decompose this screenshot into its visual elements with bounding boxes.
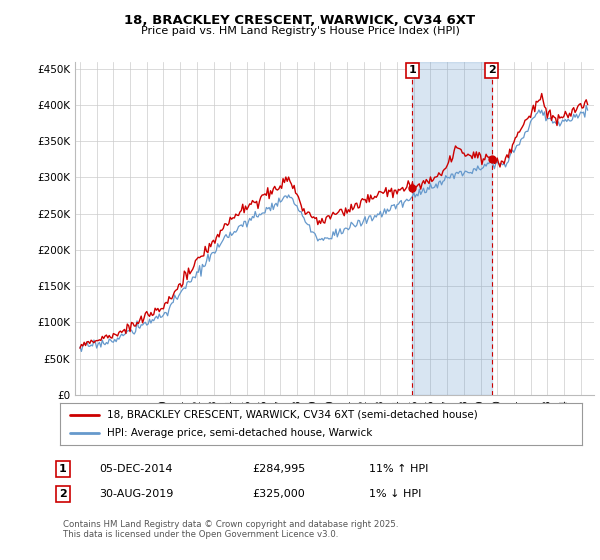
Text: 1% ↓ HPI: 1% ↓ HPI	[369, 489, 421, 499]
Text: 18, BRACKLEY CRESCENT, WARWICK, CV34 6XT (semi-detached house): 18, BRACKLEY CRESCENT, WARWICK, CV34 6XT…	[107, 410, 478, 420]
Text: 05-DEC-2014: 05-DEC-2014	[99, 464, 173, 474]
Text: Price paid vs. HM Land Registry's House Price Index (HPI): Price paid vs. HM Land Registry's House …	[140, 26, 460, 36]
Text: 11% ↑ HPI: 11% ↑ HPI	[369, 464, 428, 474]
Bar	[412, 62, 492, 395]
Text: £284,995: £284,995	[252, 464, 305, 474]
Text: 30-AUG-2019: 30-AUG-2019	[99, 489, 173, 499]
Text: Contains HM Land Registry data © Crown copyright and database right 2025.
This d: Contains HM Land Registry data © Crown c…	[63, 520, 398, 539]
Text: 2: 2	[488, 66, 496, 75]
Text: 1: 1	[59, 464, 67, 474]
Text: £325,000: £325,000	[252, 489, 305, 499]
Text: HPI: Average price, semi-detached house, Warwick: HPI: Average price, semi-detached house,…	[107, 428, 373, 438]
Text: 18, BRACKLEY CRESCENT, WARWICK, CV34 6XT: 18, BRACKLEY CRESCENT, WARWICK, CV34 6XT	[124, 14, 476, 27]
Text: 2: 2	[59, 489, 67, 499]
Text: 1: 1	[409, 66, 416, 75]
